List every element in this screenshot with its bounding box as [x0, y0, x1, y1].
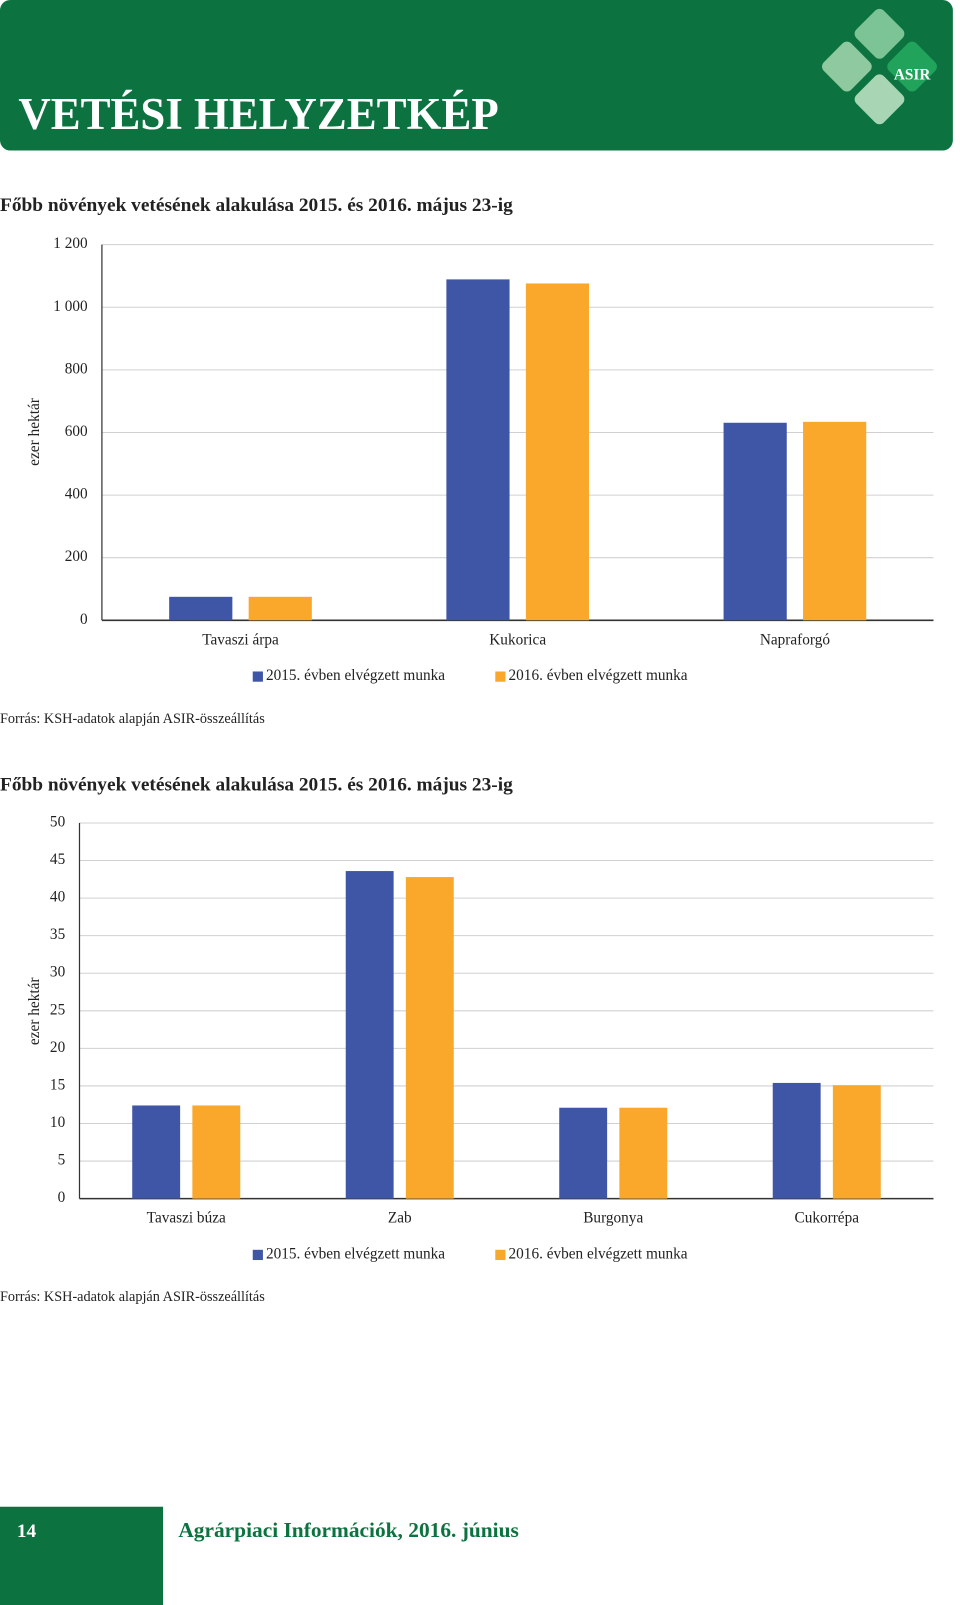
y-tick-label: 800: [65, 360, 88, 377]
legend-swatch: [495, 671, 506, 682]
y-tick-label: 400: [65, 486, 88, 503]
page-number: 14: [17, 1521, 37, 1542]
y-tick-label: 35: [50, 926, 66, 943]
y-tick-label: 20: [50, 1039, 66, 1056]
header-title: VETÉSI HELYZETKÉP: [18, 89, 498, 139]
x-tick-label: Tavaszi búza: [147, 1210, 226, 1227]
legend-swatch: [495, 1249, 506, 1261]
y-axis-label: ezer hektár: [26, 398, 43, 466]
logo-text: ASIR: [894, 66, 931, 83]
y-tick-label: 30: [50, 964, 66, 981]
bar: [772, 1082, 821, 1199]
bar: [559, 1107, 608, 1199]
x-tick-label: Napraforgó: [760, 631, 830, 648]
footer-band: [0, 1506, 164, 1605]
source-note: Forrás: KSH-adatok alapján ASIR-összeáll…: [0, 1289, 265, 1305]
bar: [169, 596, 233, 621]
bar: [619, 1107, 668, 1199]
y-tick-label: 0: [80, 611, 88, 628]
y-tick-label: 600: [65, 423, 88, 440]
logo: ASIR: [822, 8, 937, 125]
bar: [525, 283, 590, 621]
y-tick-label: 200: [65, 548, 88, 565]
y-tick-label: 25: [50, 1001, 66, 1018]
source-note: Forrás: KSH-adatok alapján ASIR-összeáll…: [0, 711, 265, 727]
legend-label: 2016. évben elvégzett munka: [509, 1245, 688, 1262]
header-band: [0, 0, 953, 151]
y-tick-label: 0: [58, 1189, 66, 1206]
chart-title: Főbb növények vetésének alakulása 2015. …: [0, 195, 513, 216]
x-tick-label: Tavaszi árpa: [202, 631, 279, 648]
bar: [723, 422, 787, 621]
chart-title: Főbb növények vetésének alakulása 2015. …: [0, 775, 513, 796]
y-tick-label: 1 200: [53, 235, 88, 252]
footer-text: Agrárpiaci Információk, 2016. június: [178, 1518, 518, 1542]
bar: [405, 877, 454, 1199]
x-tick-label: Zab: [388, 1210, 412, 1227]
legend-label: 2015. évben elvégzett munka: [266, 1245, 445, 1262]
x-tick-label: Cukorrépa: [795, 1210, 860, 1227]
bar: [248, 596, 312, 621]
bar: [192, 1105, 241, 1199]
legend-swatch: [252, 671, 263, 682]
legend-label: 2015. évben elvégzett munka: [266, 667, 445, 684]
y-tick-label: 40: [50, 889, 66, 906]
legend-label: 2016. évben elvégzett munka: [509, 667, 688, 684]
y-tick-label: 50: [50, 813, 66, 830]
y-axis-label: ezer hektár: [26, 977, 43, 1045]
y-tick-label: 15: [50, 1076, 66, 1093]
x-tick-label: Burgonya: [583, 1210, 643, 1227]
bar: [132, 1105, 181, 1199]
y-tick-label: 10: [50, 1114, 66, 1131]
y-tick-label: 5: [58, 1152, 66, 1169]
y-tick-label: 1 000: [53, 298, 88, 315]
x-tick-label: Kukorica: [489, 631, 546, 648]
bar: [832, 1085, 881, 1199]
bar: [446, 279, 510, 621]
y-tick-label: 45: [50, 851, 66, 868]
bar: [803, 421, 867, 621]
bar: [345, 871, 394, 1199]
legend-swatch: [252, 1249, 263, 1261]
